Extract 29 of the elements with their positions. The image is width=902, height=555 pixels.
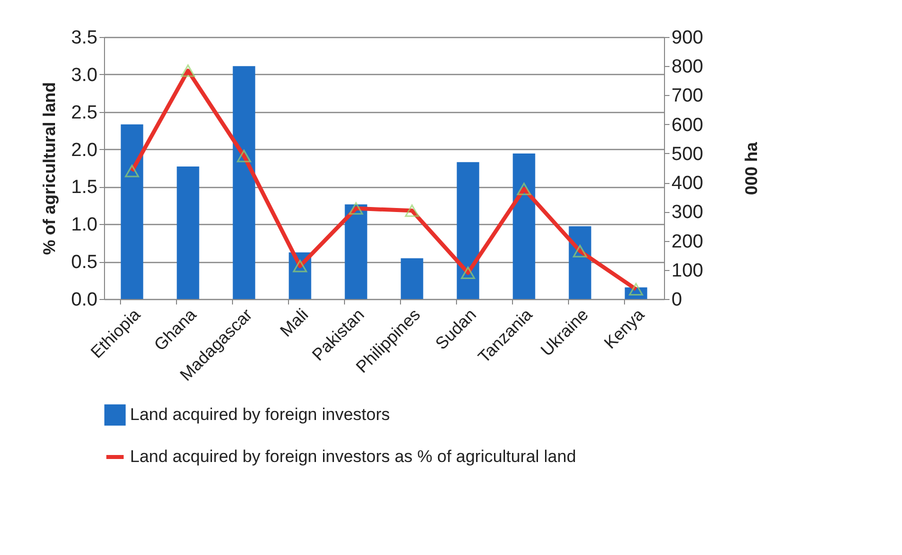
bar (456, 162, 480, 299)
legend-label: Land acquired by foreign investors (130, 405, 390, 424)
y-tick-label: 2.5 (71, 102, 98, 124)
y2-tick-label: 600 (672, 114, 704, 136)
y2-tick-label: 900 (672, 28, 704, 48)
y2-axis-title: 000 ha (742, 142, 762, 195)
y2-tick-label: 700 (672, 86, 704, 107)
y2-tick-label: 100 (672, 260, 704, 282)
y-tick-label: 3.5 (71, 28, 98, 48)
y2-tick-label: 300 (672, 202, 704, 224)
y-tick-label: 2.0 (71, 140, 98, 161)
y-tick-label: 1.5 (71, 177, 98, 198)
bar (400, 258, 424, 299)
bar (512, 153, 536, 299)
bar (176, 166, 200, 299)
y-axis-title: % of agricultural land (40, 82, 60, 255)
legend-label: Land acquired by foreign investors as % of agricultural land (130, 447, 576, 466)
y2-tick-label: 800 (672, 56, 704, 78)
bar (120, 124, 144, 299)
y-tick-label: 0.0 (71, 290, 98, 310)
y2-tick-label: 500 (672, 144, 704, 165)
bar (232, 66, 256, 299)
y2-tick-label: 200 (672, 231, 704, 252)
bar (344, 204, 368, 299)
y-tick-label: 3.0 (71, 64, 98, 86)
y2-tick-label: 400 (672, 173, 704, 194)
y2-tick-label: 0 (672, 290, 682, 310)
y-tick-label: 0.5 (71, 252, 98, 274)
y-tick-label: 1.0 (71, 214, 98, 236)
